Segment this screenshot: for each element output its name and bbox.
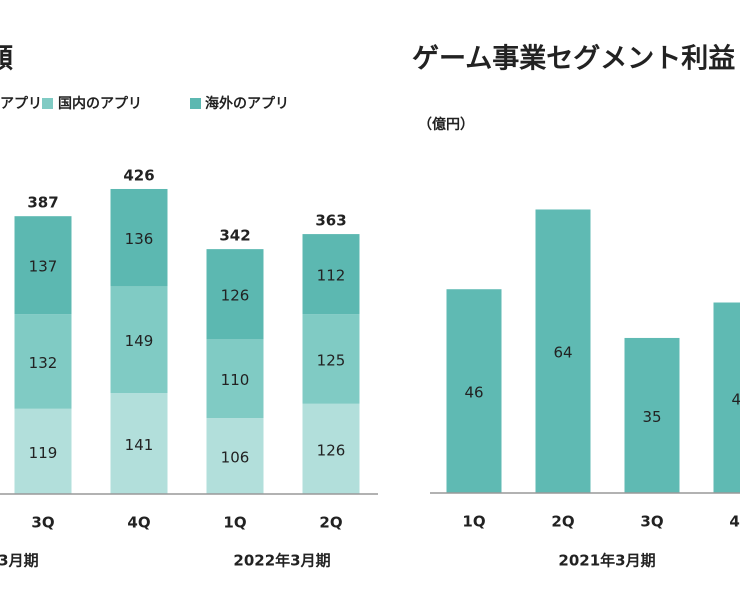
chart-title: ゲーム事業セグメント利益 (412, 43, 735, 75)
x-tick-label: 4Q (127, 514, 150, 532)
bar (446, 289, 502, 493)
value-label: 64 (553, 344, 572, 362)
value-label: 137 (29, 258, 58, 276)
bar-segment (302, 234, 360, 315)
bar-segment (302, 314, 360, 404)
chart-title: 額 (0, 44, 13, 75)
value-label: 43 (731, 390, 740, 408)
unit-label: （億円） (418, 116, 474, 133)
value-label: 112 (317, 267, 346, 285)
value-label: 149 (125, 332, 154, 350)
legend-label: 国内のアプリ (58, 95, 142, 112)
legend-swatch (42, 98, 53, 109)
value-label: 132 (29, 354, 58, 372)
value-label: 119 (29, 444, 58, 462)
legend-swatch (190, 98, 201, 109)
value-label: 110 (221, 371, 250, 389)
bar-segment (206, 339, 264, 419)
bar (713, 302, 740, 493)
total-label: 363 (315, 212, 346, 230)
bar-segment (14, 216, 72, 315)
value-label: 126 (317, 441, 346, 459)
total-label: 426 (123, 166, 154, 184)
legend-label: 海外のアプリ (205, 95, 289, 112)
group-label: 2021年3月期 (558, 552, 655, 570)
x-tick-label: 3Q (31, 514, 54, 532)
x-tick-label: 3Q (640, 513, 663, 531)
x-tick-label: 1Q (462, 513, 485, 531)
bar-segment (14, 408, 72, 494)
total-label: 387 (27, 194, 58, 212)
x-tick-label: 2Q (319, 514, 342, 532)
bar-segment (14, 314, 72, 409)
x-tick-label: 1Q (223, 514, 246, 532)
value-label: 125 (317, 352, 346, 370)
bar-segment (206, 418, 264, 494)
bar-segment (110, 286, 168, 394)
bar (535, 209, 591, 494)
x-tick-label: 2Q (551, 513, 574, 531)
value-label: 35 (642, 408, 661, 426)
x-tick-label: 4Q (729, 513, 740, 531)
bar (624, 337, 680, 493)
bar-segment (110, 188, 168, 287)
group-label: 2022年3月期 (233, 552, 330, 570)
value-label: 106 (221, 449, 250, 467)
value-label: 46 (464, 384, 483, 402)
total-label: 342 (219, 227, 250, 245)
bar-segment (206, 249, 264, 340)
bar-segment (302, 403, 360, 494)
bar-segment (110, 393, 168, 494)
value-label: 136 (125, 230, 154, 248)
legend-label: アプリ (0, 96, 42, 112)
value-label: 141 (125, 436, 154, 454)
group-label: 2021年3月期 (0, 552, 39, 570)
value-label: 126 (221, 287, 250, 305)
